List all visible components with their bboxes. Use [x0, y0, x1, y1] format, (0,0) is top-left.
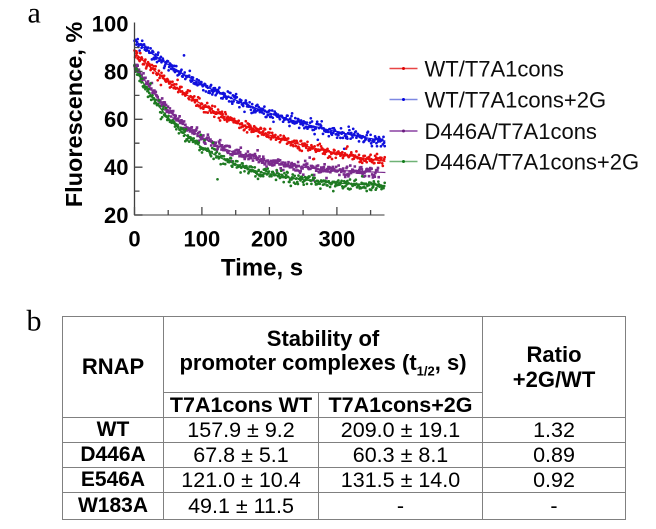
svg-text:300: 300 — [319, 226, 356, 251]
svg-text:Time, s: Time, s — [221, 254, 303, 281]
svg-text:60: 60 — [104, 107, 128, 132]
svg-text:Fluorescence, %: Fluorescence, % — [61, 22, 87, 208]
svg-text:a: a — [28, 0, 41, 30]
svg-text:100: 100 — [92, 12, 129, 37]
svg-text:WT/T7A1cons+2G: WT/T7A1cons+2G — [425, 88, 607, 113]
svg-text:D446A/T7A1cons: D446A/T7A1cons — [425, 119, 597, 144]
svg-text:20: 20 — [104, 203, 128, 228]
svg-text:0: 0 — [128, 226, 140, 251]
svg-text:WT/T7A1cons: WT/T7A1cons — [425, 57, 564, 82]
svg-text:200: 200 — [251, 226, 288, 251]
svg-text:D446A/T7A1cons+2G: D446A/T7A1cons+2G — [425, 150, 640, 175]
svg-text:b: b — [27, 305, 42, 338]
svg-text:80: 80 — [104, 59, 128, 84]
svg-text:100: 100 — [184, 226, 221, 251]
svg-text:40: 40 — [104, 155, 128, 180]
